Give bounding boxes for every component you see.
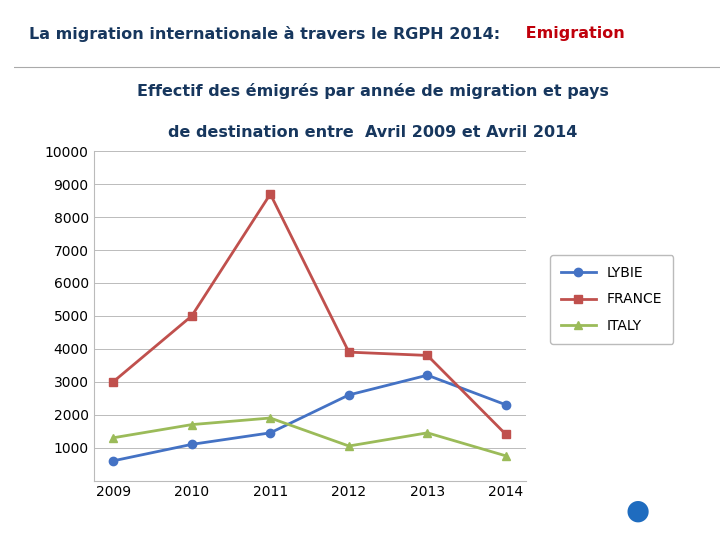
Text: Effectif des émigrés par année de migration et pays: Effectif des émigrés par année de migrat…	[137, 83, 609, 99]
Text: La migration internationale à travers le RGPH 2014:: La migration internationale à travers le…	[29, 26, 500, 42]
Legend: LYBIE, FRANCE, ITALY: LYBIE, FRANCE, ITALY	[550, 255, 673, 344]
Text: ●: ●	[625, 496, 649, 524]
Text: de destination entre  Avril 2009 et Avril 2014: de destination entre Avril 2009 et Avril…	[168, 125, 577, 140]
Text: Emigration: Emigration	[520, 26, 624, 41]
